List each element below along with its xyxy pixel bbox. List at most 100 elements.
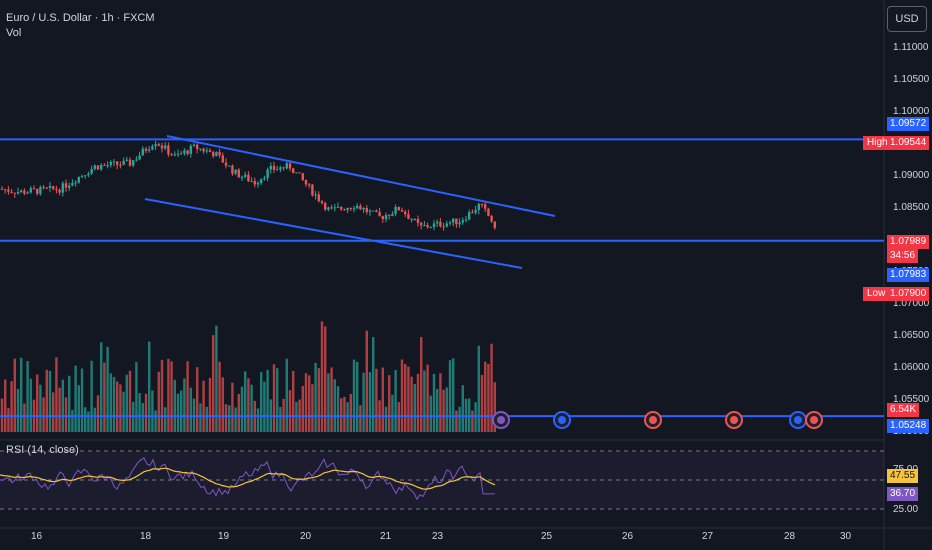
candle-body <box>228 165 231 167</box>
candle-body <box>212 152 215 157</box>
candle-body <box>112 161 116 163</box>
volume-bar <box>212 335 215 432</box>
volume-bar <box>164 407 167 432</box>
volume-bar <box>490 343 493 432</box>
candle-body <box>29 188 32 193</box>
volume-bar <box>90 360 93 432</box>
volume-bar <box>52 392 55 432</box>
candle-body <box>436 221 439 224</box>
lightning-event-icon-dot <box>497 416 505 424</box>
candle-body <box>292 168 295 174</box>
volume-bar <box>96 395 100 432</box>
volume-bar <box>317 368 320 432</box>
volume-bar <box>292 370 295 432</box>
volume-bar <box>330 367 333 432</box>
candle-body <box>391 213 394 216</box>
volume-bar <box>452 358 455 432</box>
volume-bar <box>279 406 282 432</box>
candle-body <box>42 186 45 188</box>
candle-body <box>71 182 74 186</box>
candle-body <box>349 207 352 209</box>
volume-bar <box>247 378 250 432</box>
volume-bar <box>202 380 205 432</box>
candle-body <box>183 150 186 154</box>
candle-body <box>452 218 455 223</box>
volume-bar <box>410 376 413 432</box>
candle-body <box>167 145 170 155</box>
volume-bar <box>100 342 103 432</box>
candle-body <box>55 188 58 190</box>
candle-body <box>253 181 256 185</box>
candle-body <box>240 176 244 178</box>
currency-button[interactable]: USD <box>887 6 927 32</box>
candle-body <box>468 212 471 220</box>
volume-bar <box>304 373 308 432</box>
volume-bar <box>288 390 292 432</box>
candle-body <box>295 172 298 174</box>
candle-body <box>164 145 167 149</box>
volume-bar <box>205 406 208 432</box>
volume-bar <box>189 387 192 432</box>
volume-indicator-label[interactable]: Vol <box>6 27 22 39</box>
volume-bar <box>400 359 404 432</box>
volume-bar <box>215 325 218 432</box>
volume-bar <box>4 379 7 432</box>
volume-bar <box>119 384 122 432</box>
candle-body <box>0 188 4 190</box>
candle-body <box>93 165 96 169</box>
symbol-title[interactable]: Euro / U.S. Dollar · 1h · FXCM <box>6 12 155 24</box>
volume-bar <box>144 393 148 432</box>
rsi-indicator-label[interactable]: RSI (14, close) <box>6 444 79 456</box>
candle-body <box>221 155 224 163</box>
volume-bar <box>36 374 39 432</box>
volume-bar <box>471 410 474 432</box>
volume-bar <box>365 330 368 432</box>
volume-bar <box>10 381 13 432</box>
candle-body <box>4 189 7 191</box>
candle-body <box>426 225 429 228</box>
candle-body <box>359 205 362 210</box>
candle-body <box>333 207 336 209</box>
candle-body <box>445 223 448 227</box>
volume-bar <box>138 393 141 432</box>
candle-body <box>343 209 346 211</box>
x-tick-label: 23 <box>432 531 444 542</box>
candle-body <box>330 207 333 209</box>
volume-bar <box>237 393 240 432</box>
volume-bar <box>170 361 173 432</box>
candle-body <box>32 188 36 190</box>
candle-body <box>23 190 26 194</box>
volume-bar <box>256 408 260 432</box>
candle-body <box>356 205 359 209</box>
candle-body <box>52 186 55 189</box>
volume-bar <box>16 388 20 432</box>
candle-body <box>279 167 282 170</box>
volume-bar <box>340 398 343 432</box>
high-price-label: 1.09544 <box>887 136 930 150</box>
volume-bar <box>384 406 388 432</box>
y-tick-label: 1.10000 <box>893 106 930 117</box>
candle-body <box>250 181 253 183</box>
candle-body <box>205 150 208 152</box>
volume-bar <box>157 371 160 432</box>
candle-body <box>442 226 445 228</box>
candle-body <box>368 210 372 212</box>
candle-body <box>416 218 420 223</box>
candle-body <box>109 161 112 166</box>
volume-bar <box>240 386 244 432</box>
volume-bar <box>346 402 349 432</box>
x-tick-label: 16 <box>31 531 43 542</box>
volume-bar <box>439 373 442 432</box>
candle-body <box>234 169 237 174</box>
volume-bar <box>308 375 311 432</box>
candle-body <box>464 219 468 221</box>
volume-bar <box>314 362 317 432</box>
candle-body <box>237 169 240 178</box>
candle-body <box>372 210 375 212</box>
candle-body <box>362 208 365 210</box>
candle-body <box>7 189 10 192</box>
volume-bar <box>48 370 52 432</box>
volume-bar <box>167 358 170 432</box>
candle-body <box>208 150 212 153</box>
